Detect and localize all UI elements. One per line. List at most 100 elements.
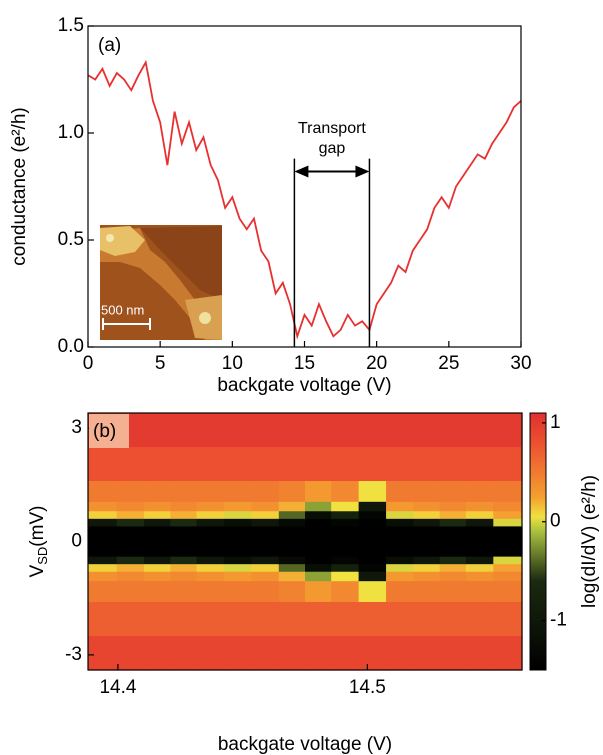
heat-cell [440,511,467,519]
annotation: gap [319,140,346,157]
heat-cell [197,519,225,527]
heat-cell [414,602,441,637]
heat-cell [493,481,522,502]
heat-cell [466,602,494,637]
heat-cell [279,526,306,536]
x-tick-label: 14.4 [99,677,136,698]
heat-cell [144,536,171,548]
heat-cell [251,413,279,448]
heat-cell [197,511,225,519]
heat-cell [144,564,171,572]
heat-cell [144,511,171,519]
heat-cell [414,557,441,565]
heat-cell [466,557,494,565]
heat-cell [251,511,279,519]
heat-cell [144,557,171,565]
heat-cell [386,536,414,548]
heat-cell [466,511,494,519]
heat-cell [414,536,441,548]
heat-cell [386,564,414,572]
heat-cell [440,526,467,536]
heat-cell [88,557,117,565]
heat-cell [386,547,414,557]
heat-cell [466,481,494,502]
heat-cell [440,547,467,557]
heat-cell [440,564,467,572]
heat-cell [359,526,387,536]
heat-cell [144,413,171,448]
heat-cell [224,536,252,548]
heat-cell [414,636,441,671]
heat-cell [493,557,522,565]
heat-cell [197,502,225,512]
heat-cell [493,526,522,536]
heat-cell [440,602,467,637]
heat-cell [117,572,145,582]
heat-cell [251,536,279,548]
heat-cell [331,447,359,482]
heat-cell [144,572,171,582]
heat-cell [414,511,441,519]
heat-cell [440,413,467,448]
heat-cell [493,602,522,637]
colorbar [530,413,546,670]
heat-cell [197,564,225,572]
heat-cell [224,413,252,448]
heat-cell [359,502,387,512]
heat-cell [331,602,359,637]
panel-label: (a) [98,35,121,56]
heat-cell [117,636,145,671]
heat-cell [493,519,522,527]
heat-cell [359,636,387,671]
heat-cell [170,511,197,519]
heat-cell [386,572,414,582]
heat-cell [440,502,467,512]
heat-cell [386,602,414,637]
heat-cell [331,511,359,519]
y-tick-label: 1.0 [58,122,84,143]
heat-cell [117,602,145,637]
heat-cell [88,526,117,536]
heat-cell [197,547,225,557]
heat-cell [386,502,414,512]
heat-cell [279,502,306,512]
heat-cell [359,572,387,582]
heat-cell [224,564,252,572]
heat-cell [493,547,522,557]
heat-cell [170,481,197,502]
heat-cell [305,413,332,448]
heat-cell [224,502,252,512]
heat-cell [279,572,306,582]
heat-cell [493,511,522,519]
colorbar-label: log(dI/dV) (e²/h) [579,475,600,608]
heat-cell [144,447,171,482]
x-tick-label: 30 [510,353,531,374]
heat-cell [170,413,197,448]
heat-cell [305,519,332,527]
heat-cell [386,526,414,536]
heat-cell [279,564,306,572]
heat-cell [331,564,359,572]
heat-cell [197,581,225,602]
heat-cell [305,447,332,482]
heat-cell [224,581,252,602]
heat-cell [224,602,252,637]
heat-cell [251,481,279,502]
heat-cell [466,547,494,557]
heat-cell [88,581,117,602]
heat-cell [440,447,467,482]
heat-cell [117,519,145,527]
colorbar-tick-label: 0 [550,511,561,532]
heat-cell [466,519,494,527]
heat-cell [414,502,441,512]
heat-cell [197,481,225,502]
heat-cell [414,447,441,482]
y-tick-label: 1.5 [58,15,84,36]
heat-cell [170,602,197,637]
heat-cell [331,413,359,448]
heat-cell [331,557,359,565]
heat-cell [251,572,279,582]
panel-label: (b) [93,421,116,442]
y-tick-label: 0.5 [58,229,84,250]
heat-cell [117,557,145,565]
